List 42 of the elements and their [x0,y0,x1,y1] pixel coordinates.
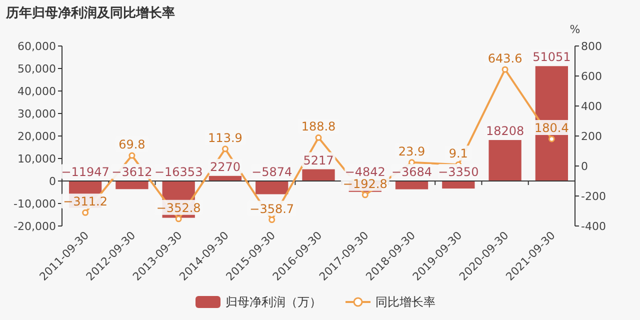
y2-tick-label: 0 [581,160,588,173]
y2-axis-title: % [570,23,580,36]
data-label: 18208 [486,124,524,138]
data-label: −352.8 [156,200,201,215]
data-label: −4842 [344,165,386,179]
chart-title: 历年归母净利润及同比增长率 [5,5,175,21]
y-tick-label: 40,000 [18,84,56,98]
data-label: −16353 [154,165,203,179]
data-label: −3612 [112,165,152,179]
data-label: −311.2 [63,194,108,209]
y-tick-label: 30,000 [18,107,56,120]
data-label: 188.8 [301,120,336,134]
data-label: −11947 [61,165,110,179]
y2-tick-label: -200 [581,190,606,203]
y2-tick-label: 200 [581,130,602,143]
data-label: 180.4 [534,120,569,135]
data-label: 2270 [210,160,240,174]
y-tick-label: -20,000 [14,220,56,233]
y-tick-label: -10,000 [14,197,56,210]
y-tick-label: 10,000 [18,152,56,166]
data-label: 69.8 [118,138,146,152]
data-label: 9.1 [448,146,468,161]
y-tick-label: 0 [49,174,56,188]
data-label: −5874 [252,165,292,179]
y2-tick-label: 400 [581,100,602,113]
legend-label: 归母净利润（万） [226,295,322,310]
data-label: −192.8 [342,176,388,191]
data-label: 643.6 [488,51,522,66]
data-label: 113.9 [208,130,242,145]
y-tick-label: 60,000 [18,40,56,53]
y2-tick-label: -400 [581,220,606,233]
data-label: 51051 [532,50,571,64]
data-label: 5217 [303,153,334,168]
data-label: −3684 [391,165,432,179]
y2-tick-label: 800 [581,40,602,53]
y2-tick-label: 600 [581,70,602,83]
data-label: −3350 [438,165,479,179]
legend-label: 同比增长率 [376,295,436,310]
y-tick-label: 20,000 [18,130,56,143]
y-tick-label: 50,000 [18,62,56,76]
data-label: −358.7 [250,202,294,216]
data-label: 23.9 [398,144,426,158]
